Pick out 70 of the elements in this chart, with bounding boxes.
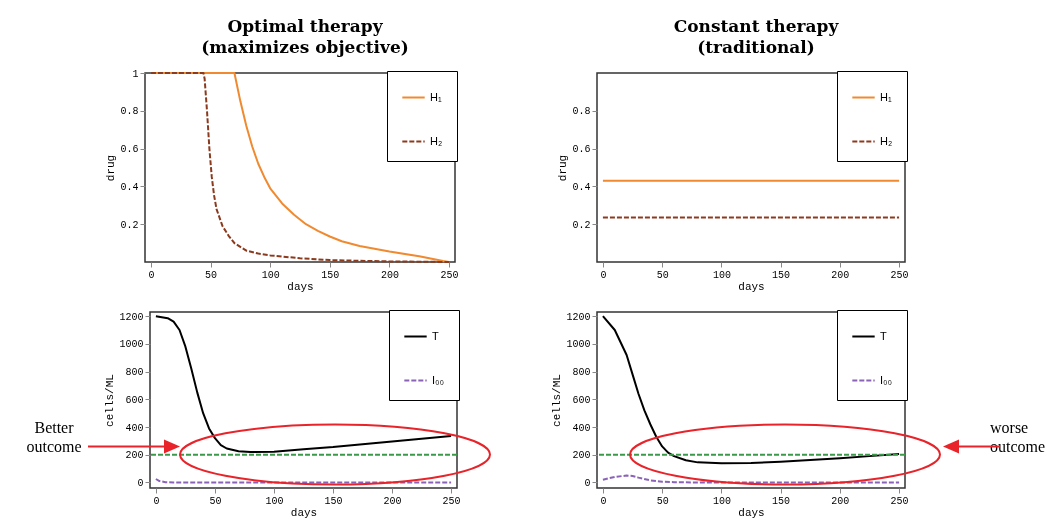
chart-title: Constant therapy (traditional) (672, 16, 840, 59)
y-axis-title: cells/ML (104, 374, 117, 427)
legend-label: H₁ (880, 90, 892, 103)
chart-title: Optimal therapy (maximizes objective) (200, 16, 410, 59)
text: worse outcome (990, 417, 1047, 456)
x-tick-label: 50 (205, 269, 218, 281)
y-tick-label: 200 (572, 450, 591, 462)
x-axis-title: days (738, 506, 765, 519)
y-tick-label: 1200 (119, 311, 144, 323)
y-tick-label: 600 (125, 394, 144, 406)
y-tick-label: 600 (572, 394, 591, 406)
x-tick-label: 50 (656, 269, 669, 281)
legend-label: H₂ (880, 134, 893, 147)
y-tick-label: 0 (137, 477, 144, 489)
y-tick-label: 200 (125, 450, 144, 462)
x-axis-title: days (738, 280, 765, 293)
x-axis-title: days (290, 506, 318, 519)
y-tick-label: 1000 (566, 339, 591, 351)
legend-label: I₀₀ (432, 373, 445, 386)
x-tick-label: 150 (321, 269, 340, 281)
x-tick-label: 100 (265, 495, 284, 507)
y-tick-label: 800 (572, 367, 591, 379)
x-tick-label: 100 (261, 269, 280, 281)
text: Better outcome (25, 417, 83, 456)
x-tick-label: 200 (831, 495, 850, 507)
y-tick-label: 0 (584, 477, 591, 489)
x-tick-label: 50 (656, 495, 669, 507)
line-series (154, 315, 453, 453)
x-tick-label: 250 (442, 495, 461, 507)
x-tick-label: 250 (890, 269, 909, 281)
x-tick-label: 0 (148, 269, 155, 281)
y-tick-label: 1 (132, 68, 139, 80)
legend-label: T (432, 329, 439, 342)
y-axis-title: drug (557, 154, 570, 182)
y-tick-label: 400 (572, 422, 591, 434)
y-tick-label: 1200 (566, 311, 591, 323)
y-axis-title: drug (105, 154, 118, 182)
y-tick-label: 400 (125, 422, 144, 434)
x-tick-label: 50 (209, 495, 222, 507)
x-tick-label: 0 (600, 495, 607, 507)
line-series (601, 315, 901, 465)
x-tick-label: 200 (383, 495, 402, 507)
legend-label: T (880, 329, 887, 342)
x-tick-label: 250 (440, 269, 459, 281)
x-tick-label: 150 (772, 269, 791, 281)
y-tick-label: 1000 (119, 339, 144, 351)
line-series (601, 474, 901, 484)
y-tick-label: 0.8 (120, 106, 139, 118)
x-tick-label: 250 (890, 495, 909, 507)
x-axis-title: days (287, 280, 314, 293)
x-tick-label: 200 (380, 269, 399, 281)
x-tick-label: 100 (712, 495, 731, 507)
y-tick-label: 0.8 (572, 106, 591, 118)
y-tick-label: 0.2 (572, 219, 591, 231)
y-tick-label: 0.6 (572, 144, 591, 156)
legend-label: H₂ (430, 134, 443, 147)
x-tick-label: 200 (831, 269, 850, 281)
x-tick-label: 150 (772, 495, 791, 507)
legend-label: I₀₀ (880, 373, 893, 386)
y-tick-label: 0.6 (120, 144, 139, 156)
y-tick-label: 0.4 (120, 181, 139, 193)
y-tick-label: 0.4 (572, 181, 591, 193)
y-tick-label: 0.2 (120, 219, 139, 231)
x-tick-label: 150 (324, 495, 343, 507)
y-axis-title: cells/ML (551, 374, 564, 427)
x-tick-label: 0 (600, 269, 607, 281)
x-tick-label: 0 (153, 495, 160, 507)
y-tick-label: 800 (125, 367, 144, 379)
x-tick-label: 100 (712, 269, 731, 281)
legend-label: H₁ (430, 90, 442, 103)
